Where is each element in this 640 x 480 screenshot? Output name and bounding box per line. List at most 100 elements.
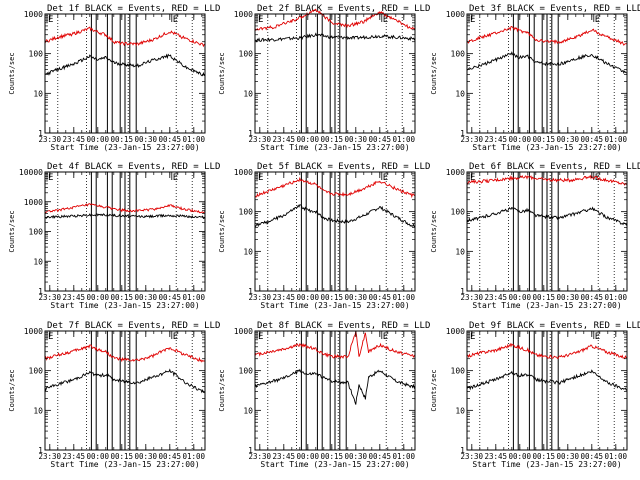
x-tick-label: 00:30: [557, 135, 580, 144]
x-tick-label: 23:45: [273, 293, 296, 302]
events-series-line: [254, 368, 416, 405]
panel-det-7: Det 7f BLACK = Events, RED = LLD Counts/s…: [8, 321, 220, 469]
x-tick-label: 00:15: [533, 293, 556, 302]
x-tick-label: 00:45: [581, 452, 604, 461]
lld-series-line: [44, 344, 206, 363]
x-tick-label: 23:30: [39, 452, 62, 461]
y-tick-label: 1: [38, 129, 43, 138]
x-axis-label: Start Time (23-Jan-15 23:27:00): [472, 143, 621, 152]
marker-label-e: E: [470, 332, 475, 342]
x-tick-label: 00:30: [135, 452, 158, 461]
events-series-line: [466, 51, 627, 74]
x-tick-label: 00:00: [297, 452, 320, 461]
plot-frame: [44, 13, 206, 134]
y-tick-label: 100: [29, 228, 44, 237]
x-tick-label: 23:45: [63, 452, 86, 461]
lld-series-line: [254, 8, 416, 31]
marker-label-e: E: [48, 173, 53, 183]
x-tick-label: 00:45: [369, 293, 392, 302]
y-axis-label: Counts/sec: [8, 52, 16, 94]
x-tick-label: 23:45: [63, 135, 86, 144]
x-tick-label: 01:00: [183, 135, 206, 144]
panel-title: Det 1f BLACK = Events, RED = LLD: [47, 4, 220, 14]
y-tick-label: 10: [455, 406, 465, 415]
events-series-line: [466, 206, 628, 226]
y-tick-label: 1: [460, 287, 465, 296]
lld-series-line: [44, 26, 206, 48]
marker-label-e: E: [383, 332, 388, 342]
x-tick-label: 00:00: [509, 452, 532, 461]
marker-label-e: E: [258, 332, 263, 342]
y-tick-label: 1: [38, 287, 43, 296]
x-tick-label: 00:30: [345, 293, 368, 302]
lld-series-line: [254, 176, 416, 199]
x-tick-label: 23:30: [39, 135, 62, 144]
x-tick-label: 23:30: [461, 293, 484, 302]
lld-series-line: [466, 174, 628, 186]
x-tick-label: 00:45: [159, 293, 182, 302]
x-tick-label: 01:00: [393, 135, 416, 144]
plot-frame: [254, 171, 416, 292]
y-axis-label: Counts/sec: [218, 52, 226, 94]
x-axis-label: Start Time (23-Jan-15 23:27:00): [472, 301, 621, 310]
x-tick-label: 00:45: [581, 135, 604, 144]
x-tick-label: 00:15: [321, 135, 344, 144]
x-tick-label: 23:45: [273, 135, 296, 144]
y-axis-label: Counts/sec: [218, 369, 226, 411]
x-axis-label: Start Time (23-Jan-15 23:27:00): [260, 301, 409, 310]
events-series-line: [466, 369, 628, 391]
x-tick-label: 00:00: [297, 293, 320, 302]
lld-series-line: [466, 26, 628, 46]
x-tick-label: 01:00: [605, 293, 628, 302]
x-tick-label: 00:30: [345, 135, 368, 144]
y-tick-label: 1000: [24, 10, 43, 19]
y-tick-label: 100: [29, 367, 44, 376]
y-tick-label: 10: [455, 89, 465, 98]
panel-det-5: Det 5f BLACK = Events, RED = LLD Counts/s…: [218, 162, 430, 310]
y-tick-label: 1: [248, 129, 253, 138]
marker-label-e: E: [258, 15, 263, 25]
x-tick-label: 23:30: [39, 293, 62, 302]
x-tick-label: 00:15: [111, 452, 134, 461]
x-tick-label: 00:00: [87, 293, 110, 302]
x-tick-label: 23:30: [249, 293, 272, 302]
y-tick-label: 1000: [24, 198, 43, 207]
panel-title: Det 2f BLACK = Events, RED = LLD: [257, 4, 430, 14]
x-axis-label: Start Time (23-Jan-15 23:27:00): [260, 143, 409, 152]
y-tick-label: 10: [33, 257, 43, 266]
events-series-line: [254, 204, 416, 228]
x-tick-label: 00:45: [159, 135, 182, 144]
marker-label-e: E: [173, 15, 178, 25]
x-tick-label: 01:00: [605, 135, 628, 144]
panel-det-9: Det 9f BLACK = Events, RED = LLD Counts/s…: [430, 321, 640, 469]
y-tick-label: 100: [29, 50, 44, 59]
events-series-line: [44, 368, 206, 394]
x-tick-label: 23:30: [461, 135, 484, 144]
y-tick-label: 10000: [19, 168, 43, 177]
x-axis-label: Start Time (23-Jan-15 23:27:00): [50, 460, 199, 469]
x-tick-label: 23:45: [485, 293, 508, 302]
y-tick-label: 1000: [446, 10, 465, 19]
y-axis-label: Counts/sec: [8, 369, 16, 411]
panel-det-2: Det 2f BLACK = Events, RED = LLD Counts/s…: [218, 4, 430, 152]
plot-frame: [254, 330, 416, 451]
x-tick-label: 00:45: [369, 452, 392, 461]
x-tick-label: 00:00: [87, 452, 110, 461]
y-tick-label: 1000: [446, 327, 465, 336]
x-tick-label: 00:45: [159, 452, 182, 461]
x-axis-label: Start Time (23-Jan-15 23:27:00): [50, 301, 199, 310]
x-tick-label: 00:15: [321, 452, 344, 461]
x-tick-label: 00:30: [135, 135, 158, 144]
panel-det-4: Det 4f BLACK = Events, RED = LLD Counts/s…: [8, 162, 220, 310]
marker-label-e: E: [383, 15, 388, 25]
y-tick-label: 10: [33, 406, 43, 415]
plot-frame: [466, 13, 628, 134]
y-tick-label: 1000: [234, 168, 253, 177]
y-tick-label: 1000: [446, 168, 465, 177]
marker-label-e: E: [173, 173, 178, 183]
y-axis-label: Counts/sec: [430, 369, 438, 411]
x-tick-label: 00:30: [557, 293, 580, 302]
x-tick-label: 23:30: [249, 135, 272, 144]
x-axis-label: Start Time (23-Jan-15 23:27:00): [260, 460, 409, 469]
